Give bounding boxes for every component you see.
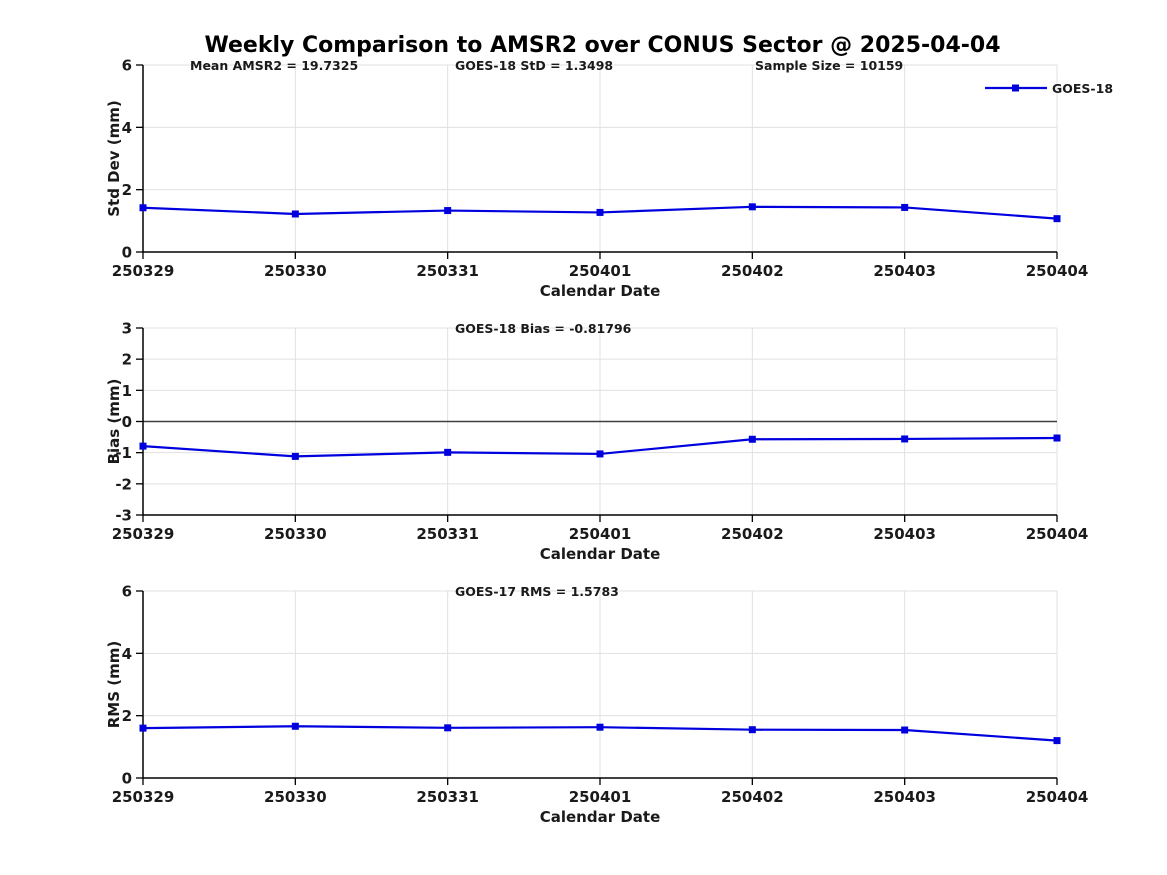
y-axis-label: Bias (mm) bbox=[105, 379, 123, 465]
series-marker bbox=[139, 724, 147, 732]
x-tick-label: 250402 bbox=[721, 525, 784, 543]
legend-label: GOES-18 bbox=[1052, 81, 1113, 96]
x-tick-label: 250331 bbox=[416, 788, 479, 806]
series-marker bbox=[748, 435, 756, 443]
series-marker bbox=[291, 210, 299, 218]
annotation-text: GOES-18 Bias = -0.81796 bbox=[455, 321, 632, 336]
series-marker bbox=[1053, 215, 1061, 223]
series-marker bbox=[444, 724, 452, 732]
x-axis-label: Calendar Date bbox=[540, 808, 661, 826]
series-marker bbox=[901, 435, 909, 443]
y-tick-label: 1 bbox=[122, 382, 132, 400]
x-axis-label: Calendar Date bbox=[540, 282, 661, 300]
series-marker bbox=[901, 726, 909, 734]
y-tick-label: 0 bbox=[122, 413, 132, 431]
series-marker bbox=[139, 204, 147, 212]
series-marker bbox=[596, 208, 604, 216]
series-marker bbox=[901, 203, 909, 211]
y-tick-label: 4 bbox=[122, 645, 132, 663]
series-marker bbox=[444, 448, 452, 456]
x-tick-label: 250330 bbox=[264, 525, 327, 543]
x-tick-label: 250329 bbox=[112, 262, 175, 280]
y-tick-label: 2 bbox=[122, 351, 132, 369]
chart-title: Weekly Comparison to AMSR2 over CONUS Se… bbox=[204, 33, 1001, 58]
series-marker bbox=[1053, 737, 1061, 745]
y-axis-label: RMS (mm) bbox=[105, 641, 123, 728]
series-marker bbox=[596, 723, 604, 731]
x-tick-label: 250404 bbox=[1026, 262, 1089, 280]
series-marker bbox=[291, 722, 299, 730]
subplot-rms: 0 2 4 6 RMS (mm) 250329 250330 250331 250401 2504… bbox=[105, 583, 1088, 827]
x-tick-label: 250329 bbox=[112, 525, 175, 543]
series-marker bbox=[748, 203, 756, 211]
y-axis-label: Std Dev (mm) bbox=[105, 100, 123, 217]
x-tick-label: 250403 bbox=[873, 525, 936, 543]
y-tick-label: 3 bbox=[122, 320, 132, 338]
y-tick-label: 0 bbox=[122, 770, 132, 788]
y-tick-label: 2 bbox=[122, 181, 132, 199]
series-marker bbox=[748, 726, 756, 734]
x-axis-label: Calendar Date bbox=[540, 545, 661, 563]
y-tick-label: 6 bbox=[122, 57, 132, 75]
subplot-bias: -3 -2 -1 0 1 2 3 Bias (mm) 250329 250330 250331 250… bbox=[105, 320, 1088, 564]
x-tick-label: 250402 bbox=[721, 262, 784, 280]
annotation-text: Sample Size = 10159 bbox=[755, 58, 903, 73]
x-tick-label: 250331 bbox=[416, 262, 479, 280]
x-tick-label: 250401 bbox=[569, 525, 632, 543]
y-tick-label: -1 bbox=[115, 444, 132, 462]
x-tick-label: 250329 bbox=[112, 788, 175, 806]
y-tick-label: 0 bbox=[122, 244, 132, 262]
x-tick-label: 250404 bbox=[1026, 525, 1089, 543]
x-tick-label: 250330 bbox=[264, 788, 327, 806]
x-tick-label: 250404 bbox=[1026, 788, 1089, 806]
x-tick-label: 250403 bbox=[873, 788, 936, 806]
annotation-text: Mean AMSR2 = 19.7325 bbox=[190, 58, 358, 73]
subplot-std-dev: 0 2 4 6 Std Dev (mm) 250329 250330 250331 250401… bbox=[105, 57, 1113, 301]
series-marker bbox=[139, 442, 147, 450]
x-tick-label: 250403 bbox=[873, 262, 936, 280]
y-tick-label: 4 bbox=[122, 119, 132, 137]
y-tick-label: -2 bbox=[115, 475, 132, 493]
series-marker bbox=[1053, 434, 1061, 442]
y-tick-label: 2 bbox=[122, 707, 132, 725]
series-marker bbox=[596, 450, 604, 458]
series-marker bbox=[291, 452, 299, 460]
series-marker bbox=[444, 207, 452, 215]
x-tick-label: 250402 bbox=[721, 788, 784, 806]
x-tick-label: 250331 bbox=[416, 525, 479, 543]
y-tick-label: 6 bbox=[122, 583, 132, 601]
x-tick-label: 250330 bbox=[264, 262, 327, 280]
legend-marker bbox=[1012, 84, 1019, 92]
annotation-text: GOES-17 RMS = 1.5783 bbox=[455, 584, 619, 599]
annotation-text: GOES-18 StD = 1.3498 bbox=[455, 58, 613, 73]
x-tick-label: 250401 bbox=[569, 788, 632, 806]
y-tick-label: -3 bbox=[115, 507, 132, 525]
legend: GOES-18 bbox=[985, 81, 1113, 96]
x-tick-label: 250401 bbox=[569, 262, 632, 280]
